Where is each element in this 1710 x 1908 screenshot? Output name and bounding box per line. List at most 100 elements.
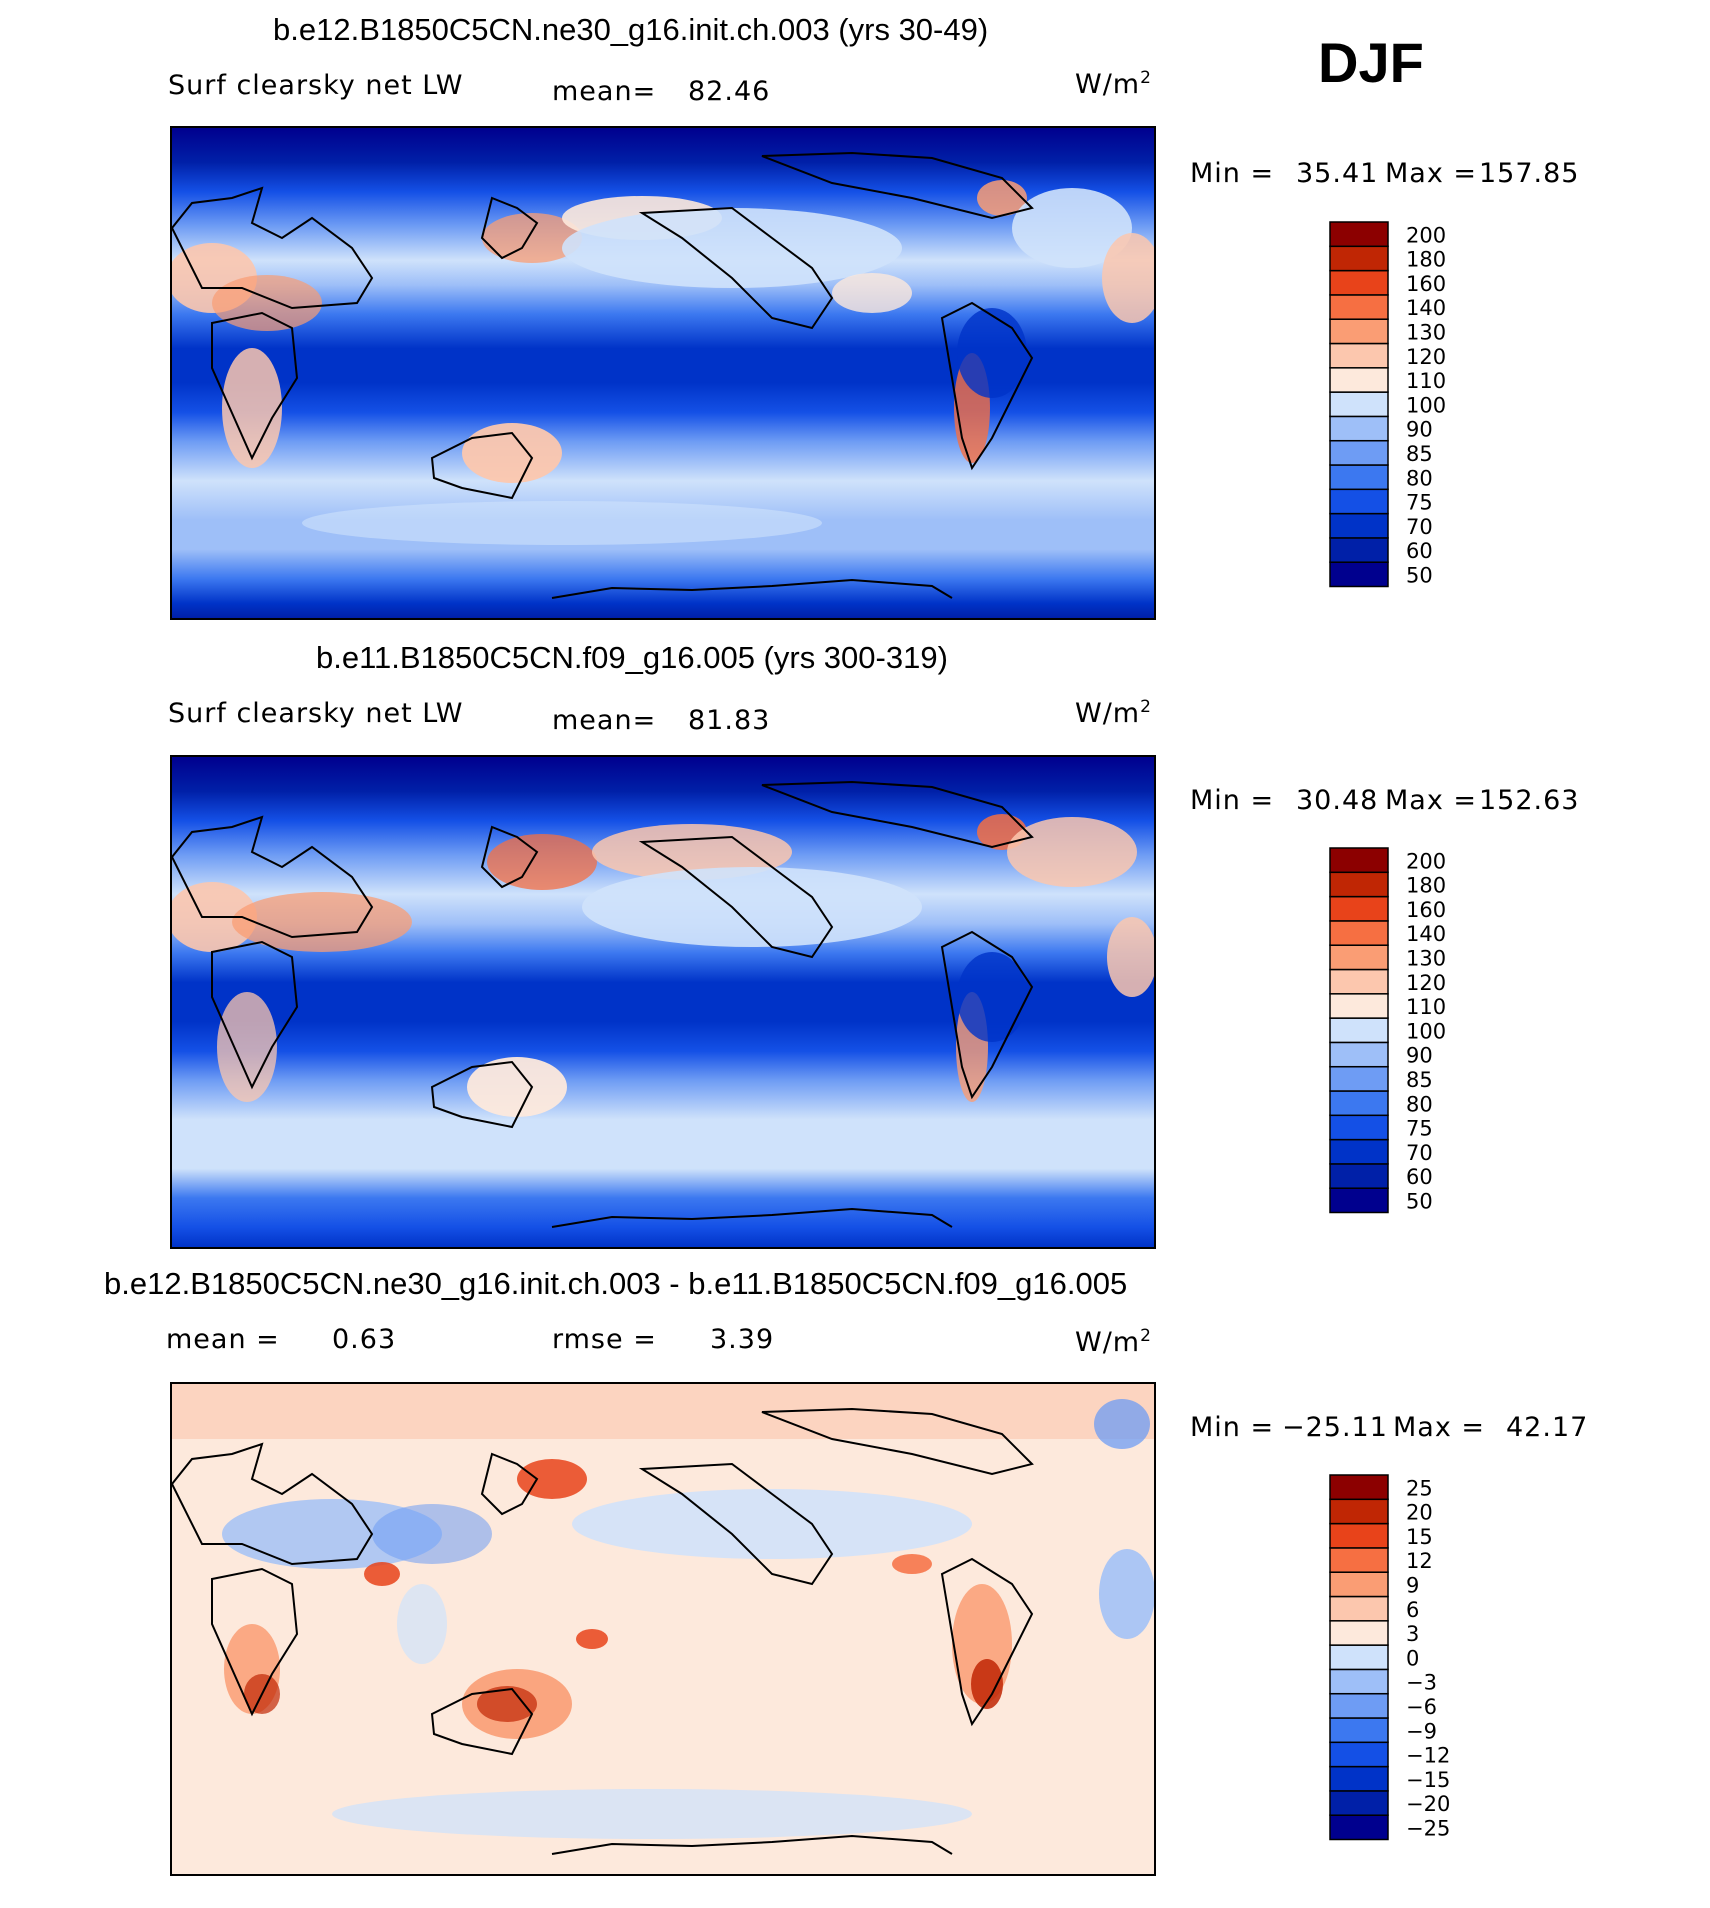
panel-2-colorbar-tick-label: 200 [1406,849,1446,873]
panel-1-mean-value: 82.46 [688,76,771,107]
panel-3-colorbar-tick-label: 25 [1406,1476,1433,1500]
panel-3-colorbar-box [1329,1717,1389,1744]
panel-3-mean-value: 0.63 [332,1324,397,1355]
panel-2-colorbar-box [1329,847,1389,874]
panel-3-title: b.e12.B1850C5CN.ne30_g16.init.ch.003 - b… [104,1266,1128,1301]
panel-3-max-label: Max = [1393,1412,1486,1443]
panel-1-title: b.e12.B1850C5CN.ne30_g16.init.ch.003 (yr… [273,12,989,47]
panel-2-colorbar-box [1329,895,1389,922]
panel-3-colorbar-tick-label: 12 [1406,1549,1433,1573]
panel-2-colorbar-box [1329,871,1389,898]
panel-2-colorbar-box [1329,1138,1389,1165]
panel-2-colorbar-tick-label: 160 [1406,898,1446,922]
panel-1-colorbar-tick-label: 110 [1406,369,1446,393]
panel-2-colorbar: 200 180 160 140 130 120 110 100 90 85 80 75 70 60 50 [1329,847,1550,1238]
panel-3-colorbar-box [1329,1595,1389,1622]
panel-2-colorbar-box [1329,1163,1389,1189]
panel-3-units: W/m2 [1075,1326,1152,1358]
panel-1-colorbar-box [1329,439,1389,466]
panel-1-min-value: 35.41 [1296,158,1379,189]
panel-3-map [170,1382,1156,1876]
panel-1-colorbar-tick-label: 160 [1406,272,1446,296]
panel-2-colorbar-tick-label: 100 [1406,1019,1446,1043]
panel-3-colorbar-tick-label: −9 [1406,1719,1437,1743]
panel-1-map [170,126,1156,620]
panel-1-colorbar-tick-label: 85 [1406,442,1433,466]
panel-2-mean-label: mean= [552,705,657,736]
panel-3-colorbar-box [1329,1765,1389,1792]
panel-3-min-value: −25.11 [1282,1412,1388,1443]
panel-3-colorbar-box [1329,1814,1389,1841]
panel-1-colorbar-box [1329,537,1389,563]
panel-1-colorbar-box [1329,561,1389,588]
panel-1-colorbar-box [1329,415,1389,442]
panel-2-colorbar-tick-label: 75 [1406,1117,1433,1141]
panel-2-colorbar-box [1329,1017,1389,1044]
panel-3-colorbar-tick-label: 3 [1406,1622,1419,1646]
panel-2-colorbar-box [1329,944,1389,971]
panel-2-colorbar-tick-label: 110 [1406,995,1446,1019]
panel-1-colorbar-box [1329,221,1389,248]
panel-2-colorbar-tick-label: 50 [1406,1190,1433,1214]
panel-2-colorbar-tick-label: 85 [1406,1068,1433,1092]
panel-3-colorbar-box [1329,1522,1389,1549]
panel-3-mean-label: mean = [166,1324,280,1355]
panel-3-colorbar-box [1329,1790,1389,1816]
panel-2-max-label: Max = [1385,785,1478,816]
panel-1-colorbar-box [1329,488,1389,515]
panel-3-colorbar-box [1329,1547,1389,1573]
panel-1-colorbar-box [1329,318,1389,345]
panel-3-colorbar-tick-label: −3 [1406,1671,1437,1695]
panel-1-colorbar-tick-label: 180 [1406,248,1446,272]
panel-1-colorbar-box [1329,512,1389,539]
panel-2-colorbar-box [1329,920,1389,946]
panel-2-colorbar-tick-label: 120 [1406,971,1446,995]
panel-1-colorbar-box [1329,342,1389,369]
panel-3-colorbar-box [1329,1741,1389,1768]
panel-3-colorbar-tick-label: −12 [1406,1744,1450,1768]
panel-3-colorbar-box [1329,1571,1389,1598]
panel-1-colorbar-box [1329,294,1389,320]
panel-1-colorbar-tick-label: 200 [1406,223,1446,247]
panel-3-rmse-label: rmse = [552,1324,657,1355]
panel-2-colorbar-tick-label: 80 [1406,1092,1433,1116]
panel-3-colorbar-box [1329,1668,1389,1695]
panel-1-colorbar-tick-label: 75 [1406,491,1433,515]
panel-2-title: b.e11.B1850C5CN.f09_g16.005 (yrs 300-319… [316,640,948,675]
panel-3-colorbar-tick-label: −25 [1406,1817,1450,1841]
panel-1-colorbar-tick-label: 50 [1406,564,1433,588]
panel-3-colorbar-box [1329,1474,1389,1501]
panel-3-colorbar-box [1329,1620,1389,1646]
panel-1-colorbar-box [1329,367,1389,393]
panel-1-max-value: 157.85 [1479,158,1580,189]
panel-2-colorbar-tick-label: 70 [1406,1141,1433,1165]
panel-1-colorbar-box [1329,391,1389,418]
panel-2-colorbar-tick-label: 60 [1406,1165,1433,1189]
panel-2-units: W/m2 [1075,697,1152,729]
panel-3-colorbar-tick-label: 6 [1406,1598,1419,1622]
panel-2-map [170,755,1156,1249]
panel-3-colorbar-box [1329,1692,1389,1719]
panel-1-colorbar-tick-label: 90 [1406,418,1433,442]
panel-1-colorbar: 200 180 160 140 130 120 110 100 90 85 80 75 70 60 50 [1329,221,1550,612]
panel-1-max-label: Max = [1385,158,1478,189]
panel-1-colorbar-box [1329,464,1389,491]
panel-3-colorbar: 25 20 15 12 9 6 3 0 −3 −6 −9 −12 −15 −20 −25 [1329,1474,1550,1865]
panel-2-colorbar-box [1329,993,1389,1019]
panel-3-colorbar-tick-label: 20 [1406,1501,1433,1525]
panel-1-colorbar-tick-label: 140 [1406,296,1446,320]
panel-2-min-label: Min = [1190,785,1275,816]
panel-2-colorbar-tick-label: 130 [1406,947,1446,971]
panel-2-min-value: 30.48 [1296,785,1379,816]
panel-2-colorbar-box [1329,1114,1389,1141]
panel-1-colorbar-tick-label: 120 [1406,345,1446,369]
season-label: DJF [1318,31,1424,94]
panel-2-colorbar-box [1329,1065,1389,1092]
panel-1-colorbar-tick-label: 70 [1406,515,1433,539]
panel-3-colorbar-box [1329,1498,1389,1525]
panel-2-colorbar-box [1329,968,1389,995]
panel-3-colorbar-tick-label: −15 [1406,1768,1450,1792]
panel-1-min-label: Min = [1190,158,1275,189]
panel-3-colorbar-tick-label: 15 [1406,1525,1433,1549]
panel-3-colorbar-tick-label: −6 [1406,1695,1437,1719]
